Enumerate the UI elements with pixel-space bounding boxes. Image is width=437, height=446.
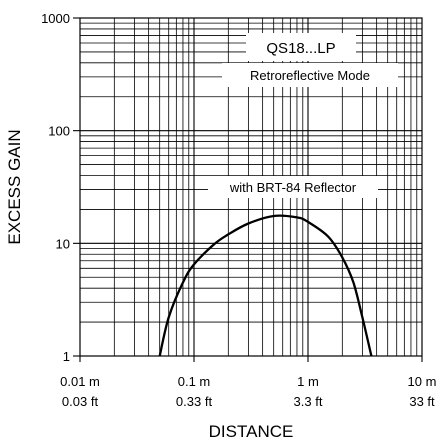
y-tick-label: 100 xyxy=(48,124,70,139)
y-tick-label: 10 xyxy=(56,236,70,251)
x-axis-title: DISTANCE xyxy=(209,422,294,441)
chart-subtitle: Retroreflective Mode xyxy=(250,68,370,83)
x-tick-label-imperial: 0.03 ft xyxy=(62,394,99,409)
x-tick-label-metric: 0.1 m xyxy=(178,374,211,389)
y-axis-title: EXCESS GAIN xyxy=(5,129,24,244)
x-tick-labels: 0.01 m 0.03 ft 0.1 m 0.33 ft 1 m 3.3 ft 10 m 33… xyxy=(60,356,436,409)
y-tick-label: 1000 xyxy=(41,11,70,26)
reflector-annotation: with BRT-84 Reflector xyxy=(229,180,357,195)
title-box: QS18...LP xyxy=(246,33,356,61)
chart-title: QS18...LP xyxy=(266,40,335,57)
subtitle-box: Retroreflective Mode xyxy=(222,63,398,87)
x-tick-label-imperial: 0.33 ft xyxy=(176,394,213,409)
x-tick-label-imperial: 3.3 ft xyxy=(294,394,323,409)
x-tick-label-metric: 0.01 m xyxy=(60,374,100,389)
x-tick-label-imperial: 33 ft xyxy=(409,394,435,409)
annotation-box: with BRT-84 Reflector xyxy=(208,176,378,198)
y-tick-label: 1 xyxy=(63,349,70,364)
x-tick-label-metric: 10 m xyxy=(408,374,437,389)
y-tick-labels: 1 10 100 1000 xyxy=(41,11,80,364)
x-tick-label-metric: 1 m xyxy=(297,374,319,389)
excess-gain-curve xyxy=(158,214,373,357)
plot-frame xyxy=(79,17,423,357)
